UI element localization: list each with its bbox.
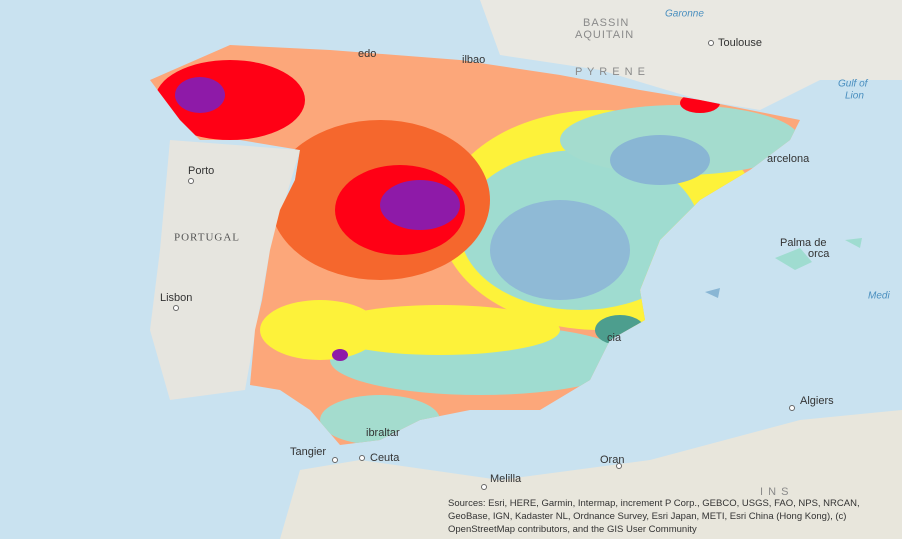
attribution: Sources: Esri, HERE, Garmin, Intermap, i… <box>448 498 860 535</box>
france <box>480 0 902 110</box>
city-label: edo <box>358 48 376 60</box>
city-label: Ceuta <box>370 452 400 464</box>
sea-label: Medi <box>868 291 890 302</box>
city-label: orca <box>808 248 830 260</box>
city-label: cia <box>607 332 622 344</box>
region-label: P Y R E N E <box>575 66 646 78</box>
portugal <box>150 140 300 400</box>
city-label: Lisbon <box>160 292 192 304</box>
city-label: Algiers <box>800 395 834 407</box>
city-label: Tangier <box>290 446 326 458</box>
country-label: PORTUGAL <box>174 232 240 244</box>
region-label: AQUITAIN <box>575 29 634 41</box>
city-label: Toulouse <box>718 37 762 49</box>
region-label: I N S <box>760 486 789 498</box>
sea-label: Lion <box>845 91 864 102</box>
ibiza <box>705 288 720 298</box>
city-dots <box>173 40 795 490</box>
city-label: ibraltar <box>366 427 400 439</box>
city-label: arcelona <box>767 153 810 165</box>
city-label: ilbao <box>462 54 485 66</box>
city-label: Palma de <box>780 237 826 249</box>
city-label: Porto <box>188 165 214 177</box>
menorca <box>845 238 862 248</box>
city-label: Oran <box>600 454 624 466</box>
africa <box>280 410 902 539</box>
sea-label: Gulf of <box>838 79 869 90</box>
river-label: Garonne <box>665 9 704 20</box>
region-label: BASSIN <box>583 17 629 29</box>
mallorca <box>775 248 812 270</box>
city-label: Melilla <box>490 473 522 485</box>
